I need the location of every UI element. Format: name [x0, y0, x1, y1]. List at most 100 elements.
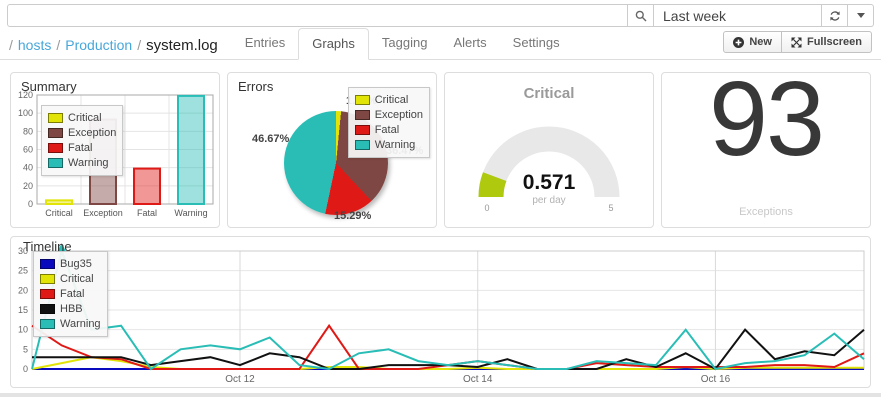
breadcrumb-link-hosts[interactable]: hosts: [17, 37, 52, 53]
tab-alerts[interactable]: Alerts: [453, 35, 487, 50]
legend-item-exception[interactable]: Exception: [48, 127, 116, 139]
breadcrumb-link-production[interactable]: Production: [65, 37, 133, 53]
svg-text:0: 0: [28, 199, 33, 209]
gauge-unit: per day: [532, 195, 566, 206]
chevron-down-icon: [856, 13, 865, 18]
legend-item-critical[interactable]: Critical: [354, 94, 423, 106]
tab-graphs[interactable]: Graphs: [298, 28, 369, 60]
legend-item-warning[interactable]: Warning: [48, 157, 116, 169]
summary-legend: Critical Exception Fatal Warning: [41, 105, 124, 176]
legend-swatch: [48, 113, 63, 123]
legend-item-hbb[interactable]: HBB: [40, 303, 101, 315]
svg-text:Oct 12: Oct 12: [225, 374, 255, 385]
search-input[interactable]: [7, 4, 628, 27]
tab-settings[interactable]: Settings: [512, 35, 560, 50]
legend-item-warning[interactable]: Warning: [40, 318, 101, 330]
legend-label: Fatal: [68, 142, 93, 154]
time-range-input[interactable]: [654, 4, 822, 27]
svg-text:120: 120: [18, 90, 33, 100]
svg-text:0: 0: [484, 203, 489, 213]
legend-swatch: [40, 259, 55, 269]
svg-text:10: 10: [18, 325, 28, 335]
legend-item-critical[interactable]: Critical: [40, 273, 101, 285]
svg-text:60: 60: [23, 145, 33, 155]
header-row: / hosts / Production / system.log Entrie…: [0, 28, 881, 60]
svg-text:5: 5: [23, 344, 28, 354]
svg-text:30: 30: [18, 246, 28, 256]
legend-item-critical[interactable]: Critical: [48, 112, 116, 124]
legend-label: Critical: [60, 273, 94, 285]
errors-legend: Critical Exception Fatal Warning: [347, 87, 430, 158]
legend-swatch: [354, 110, 370, 120]
legend-swatch: [354, 95, 370, 105]
gauge-fill-arc: [478, 172, 507, 198]
legend-label: Critical: [374, 94, 409, 106]
summary-panel: Summary 0 20 40 60 80 100 120 Critical Exception…: [10, 72, 220, 228]
breadcrumb-current-log: system.log: [146, 37, 218, 54]
new-button-label: New: [749, 36, 772, 48]
exceptions-count-label: Exceptions: [739, 206, 793, 218]
svg-text:Oct 16: Oct 16: [701, 374, 731, 385]
timeline-panel: Timeline 0 5 10 15 20 25 30 Oct 12 Oct 14 Oct 16 …: [10, 236, 871, 388]
legend-label: Critical: [68, 112, 102, 124]
breadcrumb-separator: /: [137, 37, 142, 53]
refresh-button[interactable]: [822, 4, 848, 27]
svg-text:100: 100: [18, 108, 33, 118]
bar-warning: [177, 94, 205, 205]
legend-swatch: [48, 158, 63, 168]
svg-text:20: 20: [18, 285, 28, 295]
svg-text:Fatal: Fatal: [137, 208, 157, 218]
exceptions-count: 93: [709, 72, 825, 178]
legend-swatch: [40, 289, 55, 299]
clipped-peak-arrow-icon: [57, 243, 66, 251]
legend-item-exception[interactable]: Exception: [354, 109, 423, 121]
legend-item-warning[interactable]: Warning: [354, 139, 423, 151]
bar-critical: [45, 199, 73, 206]
breadcrumb-separator: /: [9, 37, 13, 53]
time-range-dropdown-button[interactable]: [848, 4, 874, 27]
legend-label: Exception: [68, 127, 117, 139]
pie-label-fatal: 15.29%: [334, 210, 372, 222]
legend-swatch: [40, 304, 55, 314]
legend-label: Warning: [374, 139, 416, 151]
legend-label: Warning: [68, 157, 109, 169]
legend-swatch: [40, 319, 55, 329]
svg-text:Warning: Warning: [174, 208, 207, 218]
legend-label: Warning: [60, 318, 101, 330]
legend-item-fatal[interactable]: Fatal: [354, 124, 423, 136]
legend-label: Bug35: [60, 258, 92, 270]
breadcrumb: / hosts / Production / system.log: [9, 37, 218, 59]
fullscreen-icon: [791, 37, 802, 47]
legend-label: Fatal: [60, 288, 85, 300]
refresh-icon: [829, 10, 840, 21]
legend-item-bug35[interactable]: Bug35: [40, 258, 101, 270]
legend-item-fatal[interactable]: Fatal: [48, 142, 116, 154]
svg-text:15: 15: [18, 305, 28, 315]
exceptions-counter-panel: 93 Exceptions: [661, 72, 871, 228]
search-button[interactable]: [628, 4, 654, 27]
fullscreen-button[interactable]: Fullscreen: [780, 31, 872, 53]
legend-item-fatal[interactable]: Fatal: [40, 288, 101, 300]
search-icon: [635, 10, 646, 21]
tab-bar: Entries Graphs Tagging Alerts Settings: [232, 28, 573, 60]
svg-text:25: 25: [18, 266, 28, 276]
pie-label-warning: 46.67%: [252, 133, 290, 145]
svg-text:40: 40: [23, 163, 33, 173]
svg-text:20: 20: [23, 181, 33, 191]
timeline-line-chart: 0 5 10 15 20 25 30 Oct 12 Oct 14 Oct 16: [18, 243, 865, 385]
svg-text:Oct 14: Oct 14: [463, 374, 493, 385]
legend-label: Fatal: [374, 124, 400, 136]
dashboard-panels: Summary 0 20 40 60 80 100 120 Critical Exception…: [10, 72, 871, 228]
tab-tagging[interactable]: Tagging: [381, 35, 428, 50]
tab-entries[interactable]: Entries: [244, 35, 286, 50]
new-button[interactable]: New: [723, 31, 782, 53]
summary-panel-title: Summary: [21, 79, 77, 94]
legend-swatch: [354, 140, 370, 150]
gauge-title: Critical: [523, 85, 575, 102]
svg-text:0: 0: [23, 364, 28, 374]
top-search-bar: [7, 4, 874, 27]
svg-text:Exception: Exception: [83, 208, 123, 218]
plus-circle-icon: [733, 36, 745, 48]
